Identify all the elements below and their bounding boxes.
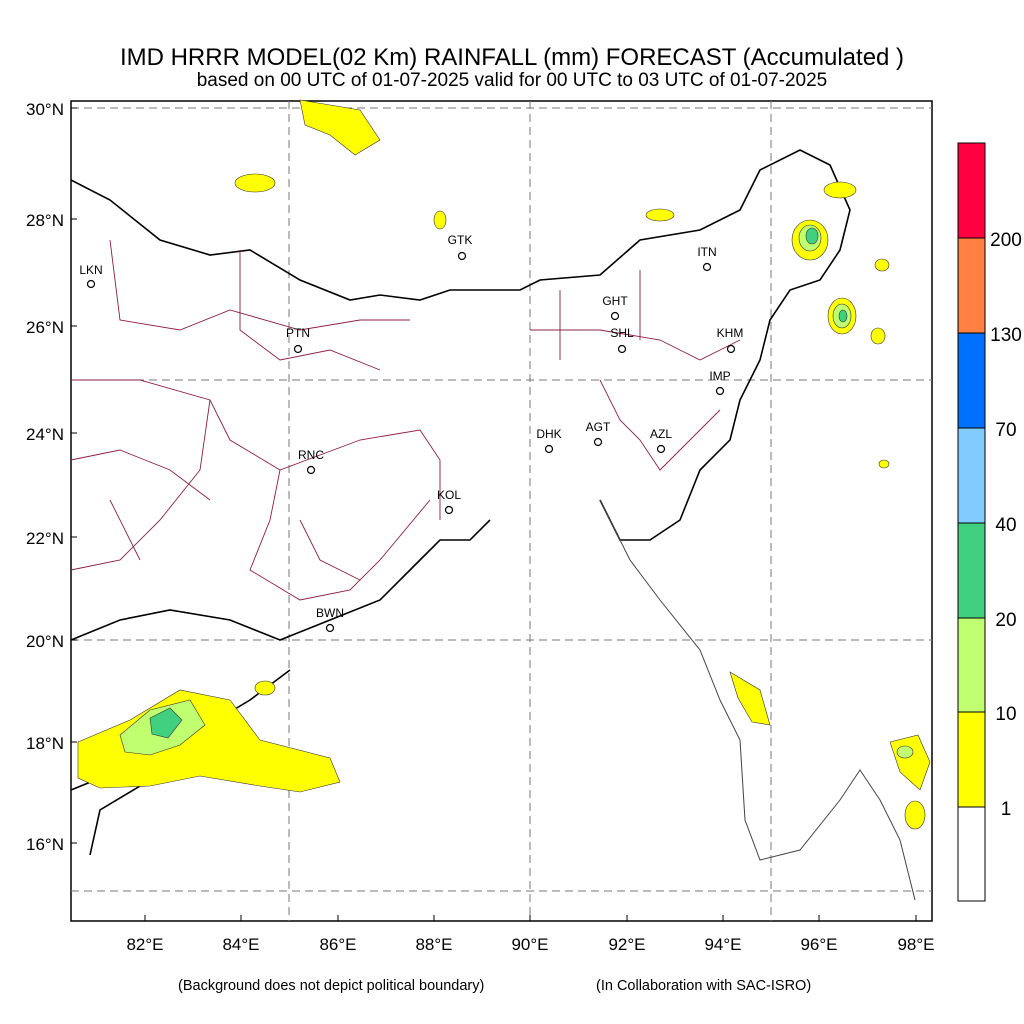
map-frame — [70, 100, 933, 922]
colorbar-label: 70 — [995, 420, 1016, 441]
city-labels: LKN GTK ITN PTN GHT SHL KHM IMP DHK AGT … — [79, 233, 743, 620]
city-label-kol: KOL — [437, 488, 461, 502]
lon-label: 82°E — [126, 935, 163, 954]
city-marker-lkn — [86, 279, 96, 289]
city-marker-ptn — [293, 344, 303, 354]
colorbar-segment — [957, 711, 986, 808]
city-label-shl: SHL — [610, 326, 634, 340]
lon-label: 96°E — [800, 935, 837, 954]
colorbar-segment — [957, 237, 986, 334]
city-marker-itn — [702, 262, 712, 272]
city-label-azl: AZL — [650, 427, 672, 441]
city-marker-shl — [617, 344, 627, 354]
footer-disclaimer: (Background does not depict political bo… — [178, 978, 485, 994]
map-title: IMD HRRR MODEL(02 Km) RAINFALL (mm) FORE… — [119, 44, 905, 71]
city-marker-ght — [610, 311, 620, 321]
lon-label: 84°E — [222, 935, 259, 954]
city-label-ptn: PTN — [286, 326, 310, 340]
city-label-gtk: GTK — [448, 233, 473, 247]
lon-labels: 82°E 84°E 86°E 88°E 90°E 92°E 94°E 96°E … — [126, 935, 934, 954]
colorbar-segment — [957, 427, 986, 524]
city-label-lkn: LKN — [79, 263, 102, 277]
city-marker-imp — [715, 386, 725, 396]
lon-label: 98°E — [897, 935, 934, 954]
colorbar — [957, 142, 986, 902]
colorbar-segment — [957, 806, 986, 902]
city-markers — [86, 251, 736, 633]
city-label-khm: KHM — [717, 326, 744, 340]
lon-label: 92°E — [608, 935, 645, 954]
city-label-itn: ITN — [697, 245, 716, 259]
city-marker-khm — [726, 344, 736, 354]
city-marker-gtk — [457, 251, 467, 261]
lat-labels: 30°N 28°N 26°N 24°N 22°N 20°N 18°N 16°N — [26, 100, 64, 854]
city-marker-azl — [656, 444, 666, 454]
city-label-dhk: DHK — [536, 427, 561, 441]
lat-label: 16°N — [26, 835, 64, 854]
lon-label: 86°E — [319, 935, 356, 954]
colorbar-label: 10 — [995, 704, 1016, 725]
colorbar-label: 40 — [995, 515, 1016, 536]
colorbar-label: 130 — [990, 325, 1022, 346]
lat-label: 26°N — [26, 318, 64, 337]
map-subtitle: based on 00 UTC of 01-07-2025 valid for … — [196, 70, 828, 91]
lon-label: 88°E — [415, 935, 452, 954]
colorbar-label: 20 — [995, 610, 1016, 631]
colorbar-segment — [957, 142, 986, 239]
city-marker-agt — [593, 437, 603, 447]
city-label-ght: GHT — [602, 294, 628, 308]
lon-label: 90°E — [511, 935, 548, 954]
colorbar-segment — [957, 522, 986, 619]
land-boundaries — [70, 149, 916, 901]
lat-label: 22°N — [26, 529, 64, 548]
city-label-agt: AGT — [586, 420, 611, 434]
lon-label: 94°E — [704, 935, 741, 954]
rainfall-areas — [77, 99, 931, 830]
city-marker-kol — [444, 505, 454, 515]
lat-label: 30°N — [26, 100, 64, 119]
city-marker-dhk — [544, 444, 554, 454]
city-label-bwn: BWN — [316, 606, 344, 620]
lat-label: 28°N — [26, 211, 64, 230]
lat-label: 20°N — [26, 632, 64, 651]
colorbar-segment — [957, 332, 986, 429]
city-label-imp: IMP — [709, 369, 730, 383]
city-marker-rnc — [306, 465, 316, 475]
lat-ticks — [71, 107, 77, 844]
colorbar-label: 1 — [1001, 799, 1012, 820]
colorbar-label: 200 — [990, 230, 1022, 251]
footer-credit: (In Collaboration with SAC-ISRO) — [596, 978, 812, 994]
colorbar-segment — [957, 617, 986, 713]
lat-label: 18°N — [26, 734, 64, 753]
lat-label: 24°N — [26, 425, 64, 444]
city-label-rnc: RNC — [298, 448, 324, 462]
colorbar-labels: 1 10 20 40 70 130 200 — [990, 230, 1022, 820]
lon-ticks — [144, 915, 917, 921]
city-marker-bwn — [325, 623, 335, 633]
